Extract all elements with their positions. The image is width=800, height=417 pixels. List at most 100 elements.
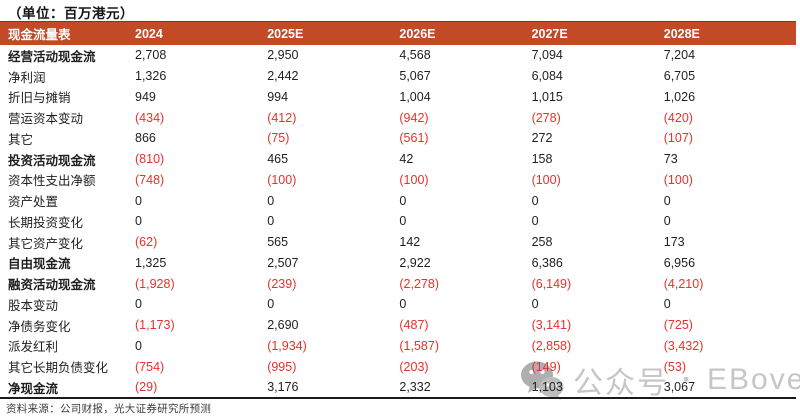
cell-value: 0 — [135, 214, 142, 229]
cell-value: 1,015 — [531, 89, 563, 104]
cell-value: (149) — [531, 359, 561, 374]
cell-value: 2,690 — [267, 318, 299, 333]
cell-value: 0 — [399, 297, 407, 312]
row-label: 长期投资变化 — [8, 215, 84, 230]
cell-value: 0 — [663, 193, 671, 208]
watermark: 公众号 · EBoversea — [520, 358, 800, 402]
cell-value: 5,067 — [399, 69, 431, 84]
table-bottom-rule — [0, 397, 796, 399]
unit-label: （单位：百万港元） — [8, 6, 134, 21]
cell-value: (810) — [135, 152, 165, 167]
cell-value: (3,432) — [663, 338, 704, 353]
column-header-year: 2027E — [531, 21, 664, 45]
cell-value: 1,103 — [531, 380, 563, 395]
cell-value: (239) — [267, 276, 297, 291]
cell-value: 2,950 — [267, 48, 299, 63]
cell-value: 173 — [663, 235, 685, 250]
cell-value: 0 — [399, 193, 407, 208]
cell-value: 3,067 — [663, 380, 696, 395]
table-row: 资产处置 0 0 0 0 0 — [0, 190, 796, 211]
cell-value: (1,173) — [135, 318, 175, 333]
cell-value: (278) — [531, 110, 561, 125]
column-header-label: 现金流量表 — [0, 21, 135, 45]
cell-value: (107) — [663, 131, 693, 146]
watermark-handle: EBoversea — [707, 363, 800, 396]
cell-value: (1,934) — [267, 338, 307, 353]
cell-value: (75) — [267, 131, 290, 146]
cell-value: (3,141) — [531, 318, 572, 333]
table-row: 净现金流 (29) 3,176 2,332 1,103 3,067 — [0, 377, 796, 398]
cell-value: 0 — [135, 338, 142, 353]
column-header-year: 2028E — [663, 21, 796, 45]
cell-value: (434) — [135, 110, 165, 125]
cell-value: (100) — [663, 172, 693, 187]
cell-value: 0 — [531, 193, 539, 208]
cell-value: 0 — [267, 297, 275, 312]
cashflow-table: 现金流量表 2024 2025E 2026E 2027E 2028E 经营活动现金流 2,7… — [0, 21, 796, 398]
cell-value: 6,705 — [663, 69, 696, 84]
cell-value: 158 — [531, 152, 553, 167]
cell-value: 2,507 — [267, 255, 299, 270]
cell-value: (725) — [663, 318, 693, 333]
row-label: 股本变动 — [8, 298, 59, 313]
table-row: 净债务变化 (1,173) 2,690 (487) (3,141) (725) — [0, 315, 796, 336]
cell-value: 6,084 — [531, 69, 563, 84]
row-label: 营运资本变动 — [8, 112, 84, 127]
column-header-year: 2025E — [267, 21, 400, 45]
row-label: 净利润 — [8, 70, 46, 85]
row-label: 折旧与摊销 — [8, 91, 71, 106]
cell-value: (995) — [267, 359, 297, 374]
table-row: 其它资产变化 (62) 565 142 258 173 — [0, 232, 796, 253]
table-row: 折旧与摊销 949 994 1,004 1,015 1,026 — [0, 87, 796, 108]
table-header: 现金流量表 2024 2025E 2026E 2027E 2028E — [0, 21, 796, 45]
cell-value: 0 — [531, 297, 539, 312]
cell-value: 2,442 — [267, 69, 299, 84]
row-label: 净债务变化 — [8, 319, 71, 334]
cell-value: 465 — [267, 152, 289, 167]
cell-value: (100) — [267, 172, 297, 187]
table-row: 营运资本变动 (434) (412) (942) (278) (420) — [0, 107, 796, 128]
table-row: 长期投资变化 0 0 0 0 0 — [0, 211, 796, 232]
row-label: 派发红利 — [8, 340, 59, 355]
row-label: 其它资产变化 — [8, 236, 84, 251]
cell-value: (53) — [663, 359, 686, 374]
cell-value: 1,026 — [663, 89, 696, 104]
row-label: 其它长期负债变化 — [8, 361, 109, 376]
cell-value: (487) — [399, 318, 429, 333]
table-row: 融资活动现金流 (1,928) (239) (2,278) (6,149) (4,210) — [0, 273, 796, 294]
cell-value: 565 — [267, 235, 289, 250]
cell-value: 0 — [267, 214, 275, 229]
cell-value: 1,325 — [135, 255, 167, 270]
cell-value: 73 — [663, 152, 678, 167]
table-row: 派发红利 0 (1,934) (1,587) (2,858) (3,432) — [0, 336, 796, 357]
cell-value: 1,326 — [135, 69, 167, 84]
row-label: 资产处置 — [8, 195, 59, 210]
cell-value: 7,204 — [663, 48, 696, 63]
cell-value: 7,094 — [531, 48, 563, 63]
cell-value: (561) — [399, 131, 429, 146]
row-label: 融资活动现金流 — [8, 278, 96, 293]
source-note: 资料来源：公司财报，光大证券研究所预测 — [6, 403, 212, 415]
watermark-label: 公众号 — [573, 367, 669, 400]
cell-value: (748) — [135, 172, 165, 187]
cell-value: 949 — [135, 89, 156, 104]
row-label: 资本性支出净额 — [8, 174, 96, 189]
cell-value: 2,332 — [399, 380, 431, 395]
table-row: 净利润 1,326 2,442 5,067 6,084 6,705 — [0, 66, 796, 87]
cell-value: 866 — [135, 131, 156, 146]
watermark-separator: · — [682, 363, 694, 396]
cell-value: (942) — [399, 110, 429, 125]
cell-value: 0 — [531, 214, 539, 229]
cell-value: (203) — [399, 359, 429, 374]
cell-value: (6,149) — [531, 276, 572, 291]
cell-value: (1,928) — [135, 276, 175, 291]
header-row: 现金流量表 2024 2025E 2026E 2027E 2028E — [0, 21, 796, 45]
cell-value: 0 — [399, 214, 407, 229]
table-row: 股本变动 0 0 0 0 0 — [0, 294, 796, 315]
cell-value: (420) — [663, 110, 693, 125]
cell-value: 272 — [531, 131, 553, 146]
cell-value: (29) — [135, 380, 158, 395]
cell-value: 994 — [267, 89, 289, 104]
cell-value: 6,956 — [663, 255, 696, 270]
